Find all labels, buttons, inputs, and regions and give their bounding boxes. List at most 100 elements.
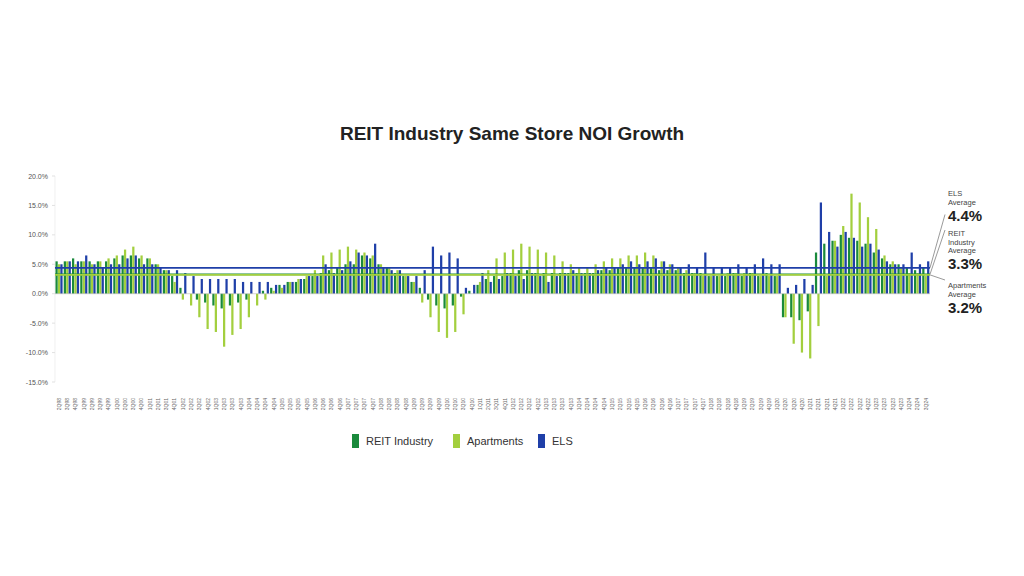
bar (382, 267, 384, 293)
bar (80, 261, 82, 293)
x-tick-label: 3Q13 (559, 398, 565, 410)
bar (663, 261, 665, 293)
bar (850, 194, 852, 294)
bar (69, 261, 71, 293)
bar (787, 288, 789, 294)
bar (336, 267, 338, 293)
x-tick-label: 3Q07 (361, 398, 367, 410)
bar (262, 291, 264, 294)
x-tick-label: 4Q23 (898, 398, 904, 410)
bar (765, 273, 767, 294)
x-tick-label: 2Q02 (188, 398, 194, 410)
bar (89, 261, 91, 293)
y-tick-label: 20.0% (28, 173, 48, 180)
bar (275, 285, 277, 294)
bar (795, 285, 797, 294)
bar (234, 279, 236, 294)
bar (388, 267, 390, 293)
leader-line (930, 230, 945, 274)
bar (724, 276, 726, 294)
bar (316, 276, 318, 294)
bar (429, 294, 431, 318)
bar (149, 258, 151, 293)
bar (848, 238, 850, 294)
x-tick-label: 4Q21 (832, 398, 838, 410)
bar (435, 294, 437, 306)
x-tick-label: 4Q01 (171, 398, 177, 410)
bar (295, 282, 297, 294)
bar (97, 261, 99, 293)
average-value: 3.3% (948, 255, 982, 272)
bar (192, 276, 194, 294)
average-line (55, 273, 930, 275)
bar (644, 253, 646, 294)
y-tick (52, 382, 55, 383)
bar (297, 279, 299, 294)
bar (512, 250, 514, 294)
bar (878, 250, 880, 294)
x-tick-label: 4Q20 (799, 398, 805, 410)
x-tick-label: 4Q17 (700, 398, 706, 410)
legend-swatch (453, 434, 460, 448)
x-tick-label: 1Q99 (81, 398, 87, 410)
bar (105, 261, 107, 293)
bar (727, 273, 729, 294)
bar (523, 279, 525, 294)
x-tick-label: 2Q01 (155, 398, 161, 410)
bar (803, 279, 805, 294)
bar (661, 261, 663, 293)
bar (927, 261, 929, 293)
x-tick-label: 1Q07 (345, 398, 351, 410)
bar (501, 276, 503, 294)
bar (481, 273, 483, 294)
bar (875, 229, 877, 294)
bar (782, 294, 784, 318)
bar (611, 258, 613, 293)
x-tick-label: 2Q16 (650, 398, 656, 410)
bar (908, 273, 910, 294)
x-tick-label: 3Q24 (923, 398, 929, 410)
x-tick-label: 1Q18 (708, 398, 714, 410)
y-tick-label: 15.0% (28, 202, 48, 209)
y-tick-label: -10.0% (26, 349, 48, 356)
bar (250, 282, 252, 294)
bar (421, 294, 423, 303)
x-tick-label: 1Q17 (675, 398, 681, 410)
average-name-line: Average (948, 198, 976, 207)
bar (729, 267, 731, 293)
y-tick (52, 264, 55, 265)
bar (438, 294, 440, 332)
bar (201, 279, 203, 294)
bar (853, 238, 855, 294)
bar (677, 267, 679, 293)
x-tick-label: 1Q10 (444, 398, 450, 410)
bar (881, 258, 883, 293)
bar (107, 258, 109, 293)
y-tick (52, 205, 55, 206)
bar (308, 276, 310, 294)
bar (537, 250, 539, 294)
x-tick-label: 2Q20 (782, 398, 788, 410)
bar (289, 282, 291, 294)
x-tick-label: 2Q19 (749, 398, 755, 410)
bar (696, 267, 698, 293)
x-tick-label: 2Q08 (386, 398, 392, 410)
bar (124, 250, 126, 294)
bar (592, 273, 594, 294)
x-tick-label: 3Q06 (328, 398, 334, 410)
x-tick-label: 2Q10 (452, 398, 458, 410)
bar (642, 267, 644, 293)
x-tick-label: 3Q01 (163, 398, 169, 410)
bar (861, 247, 863, 294)
bar (394, 273, 396, 294)
bar (741, 276, 743, 294)
bar (721, 267, 723, 293)
bar (419, 288, 421, 294)
bar (206, 294, 208, 329)
bar (72, 258, 74, 293)
x-tick-label: 3Q08 (394, 398, 400, 410)
bar (605, 267, 607, 293)
bar (245, 294, 247, 300)
x-tick-label: 4Q08 (403, 398, 409, 410)
bar (534, 273, 536, 294)
